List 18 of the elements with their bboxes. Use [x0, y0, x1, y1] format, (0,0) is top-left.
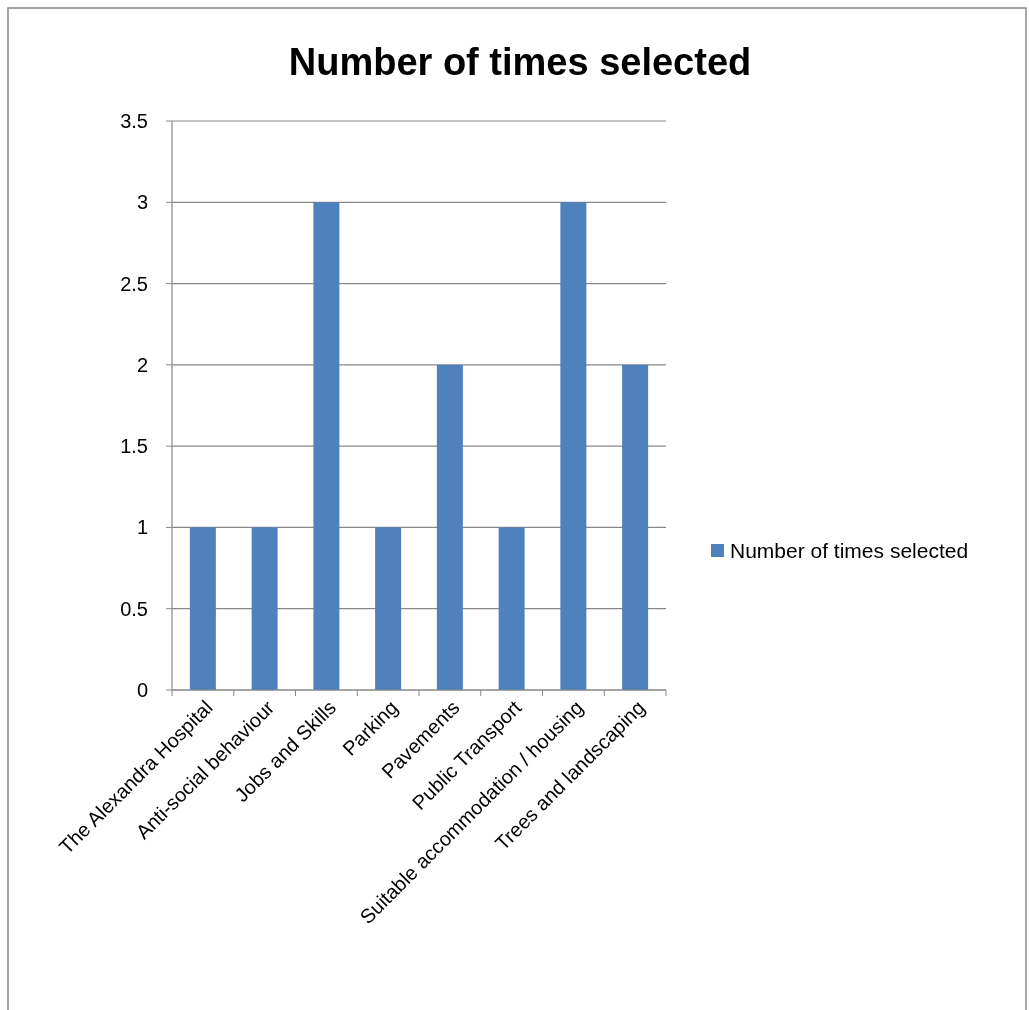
- bar: [560, 202, 587, 690]
- y-tick-label: 0.5: [120, 597, 148, 620]
- y-tick-label: 0: [136, 679, 148, 701]
- bar: [375, 527, 402, 690]
- y-tick-label: 2.5: [120, 272, 148, 295]
- bar: [189, 527, 216, 690]
- bar: [498, 527, 525, 690]
- bar: [622, 364, 649, 690]
- y-tick-label: 3: [136, 191, 148, 214]
- y-tick-label: 2: [136, 353, 148, 376]
- y-tick-label: 1: [136, 516, 148, 539]
- y-tick-label: 1.5: [120, 435, 148, 458]
- chart-title: Number of times selected: [288, 41, 752, 83]
- bar: [313, 202, 340, 690]
- y-tick-label: 3.5: [120, 110, 148, 132]
- legend-label: Number of times selected: [730, 539, 969, 563]
- bar: [251, 527, 278, 690]
- bar: [436, 364, 463, 690]
